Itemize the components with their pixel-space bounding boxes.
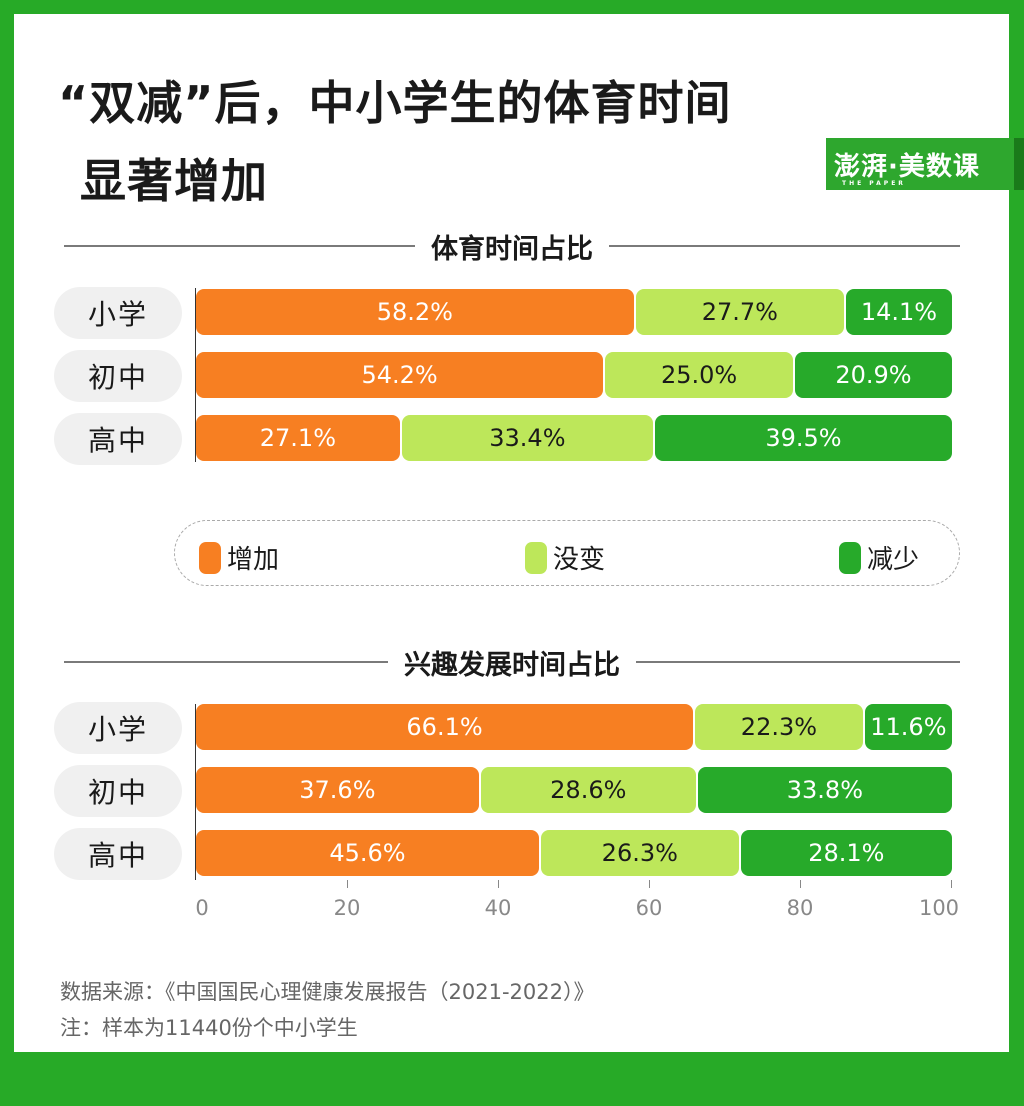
stacked-bar: 37.6% 28.6% 33.8% (196, 767, 952, 813)
bar-segment-unchanged: 27.7% (635, 289, 844, 335)
footer: 数据来源：《中国国民心理健康发展报告（2021-2022）》 注：样本为1144… (60, 974, 594, 1046)
interest-row-senior: 高中 45.6% 26.3% 28.1% (14, 828, 1024, 880)
tick-label: 80 (786, 896, 814, 920)
divider (64, 661, 388, 663)
divider (64, 245, 415, 247)
bar-segment-increase: 66.1% (196, 704, 694, 750)
bar-segment-decrease: 33.8% (697, 767, 952, 813)
tick-label: 60 (635, 896, 663, 920)
divider (609, 245, 960, 247)
y-axis-line (195, 704, 196, 880)
interest-section-title: 兴趣发展时间占比 (404, 649, 620, 681)
bar-segment-decrease: 28.1% (740, 830, 952, 876)
tick-label: 0 (195, 896, 209, 920)
pe-row-primary: 小学 58.2% 27.7% 14.1% (14, 287, 1024, 339)
bar-segment-decrease: 39.5% (654, 415, 952, 461)
legend-item-increase: 增加 (199, 539, 279, 576)
bar-segment-decrease: 14.1% (845, 289, 952, 335)
category-label: 初中 (54, 765, 182, 817)
bar-segment-increase: 54.2% (196, 352, 604, 398)
legend-label: 增加 (227, 545, 280, 575)
tick-mark (800, 880, 801, 888)
title-line-2: 显著增加 (80, 154, 268, 208)
sample-note: 注：样本为11440份个中小学生 (60, 1016, 358, 1040)
category-label: 小学 (54, 287, 182, 339)
swatch-icon (839, 541, 861, 574)
tick-mark (649, 880, 650, 888)
tick-label: 100 (918, 896, 960, 920)
bar-segment-unchanged: 22.3% (695, 704, 863, 750)
bar-segment-decrease: 11.6% (864, 704, 952, 750)
y-axis-line (195, 288, 196, 462)
interest-row-junior: 初中 37.6% 28.6% 33.8% (14, 765, 1024, 817)
interest-section-header: 兴趣发展时间占比 (64, 642, 960, 682)
stacked-bar: 27.1% 33.4% 39.5% (196, 415, 952, 461)
stacked-bar: 54.2% 25.0% 20.9% (196, 352, 952, 398)
tick-label: 40 (484, 896, 512, 920)
source-note: 数据来源：《中国国民心理健康发展报告（2021-2022）》 (60, 980, 595, 1004)
swatch-icon (199, 541, 221, 574)
bar-segment-unchanged: 26.3% (540, 830, 739, 876)
category-label: 高中 (54, 413, 182, 465)
legend-item-decrease: 减少 (839, 539, 919, 576)
title-line-1: “双减”后，中小学生的体育时间 (58, 76, 732, 130)
logo-subtext: THE PAPER (842, 180, 906, 187)
bar-segment-unchanged: 25.0% (605, 352, 793, 398)
bar-segment-unchanged: 33.4% (401, 415, 653, 461)
legend-label: 减少 (867, 545, 920, 575)
tick-mark (498, 880, 499, 888)
x-axis: 0 20 40 60 80 100 (14, 880, 1024, 930)
pe-row-senior: 高中 27.1% 33.4% 39.5% (14, 413, 1024, 465)
bar-segment-decrease: 20.9% (794, 352, 952, 398)
pe-section-header: 体育时间占比 (64, 226, 960, 266)
swatch-icon (525, 541, 547, 574)
tick-mark (347, 880, 348, 888)
bar-segment-increase: 45.6% (196, 830, 539, 876)
bar-segment-increase: 37.6% (196, 767, 479, 813)
interest-row-primary: 小学 66.1% 22.3% 11.6% (14, 702, 1024, 754)
brand-logo: 澎湃·美数课 THE PAPER (826, 138, 1024, 190)
logo-text: 澎湃·美数课 (834, 151, 980, 182)
legend-label: 没变 (553, 545, 606, 575)
category-label: 初中 (54, 350, 182, 402)
tick-label: 20 (333, 896, 361, 920)
pe-row-junior: 初中 54.2% 25.0% 20.9% (14, 350, 1024, 402)
pe-section-title: 体育时间占比 (431, 233, 593, 265)
stacked-bar: 58.2% 27.7% 14.1% (196, 289, 952, 335)
bar-segment-increase: 27.1% (196, 415, 400, 461)
legend-item-unchanged: 没变 (525, 539, 605, 576)
category-label: 高中 (54, 828, 182, 880)
legend: 增加 没变 减少 (174, 520, 960, 586)
divider (636, 661, 960, 663)
category-label: 小学 (54, 702, 182, 754)
page-title: “双减”后，中小学生的体育时间 显著增加 (58, 64, 731, 220)
stacked-bar: 45.6% 26.3% 28.1% (196, 830, 952, 876)
bar-segment-increase: 58.2% (196, 289, 634, 335)
stacked-bar: 66.1% 22.3% 11.6% (196, 704, 952, 750)
bar-segment-unchanged: 28.6% (480, 767, 696, 813)
tick-mark (951, 880, 952, 888)
